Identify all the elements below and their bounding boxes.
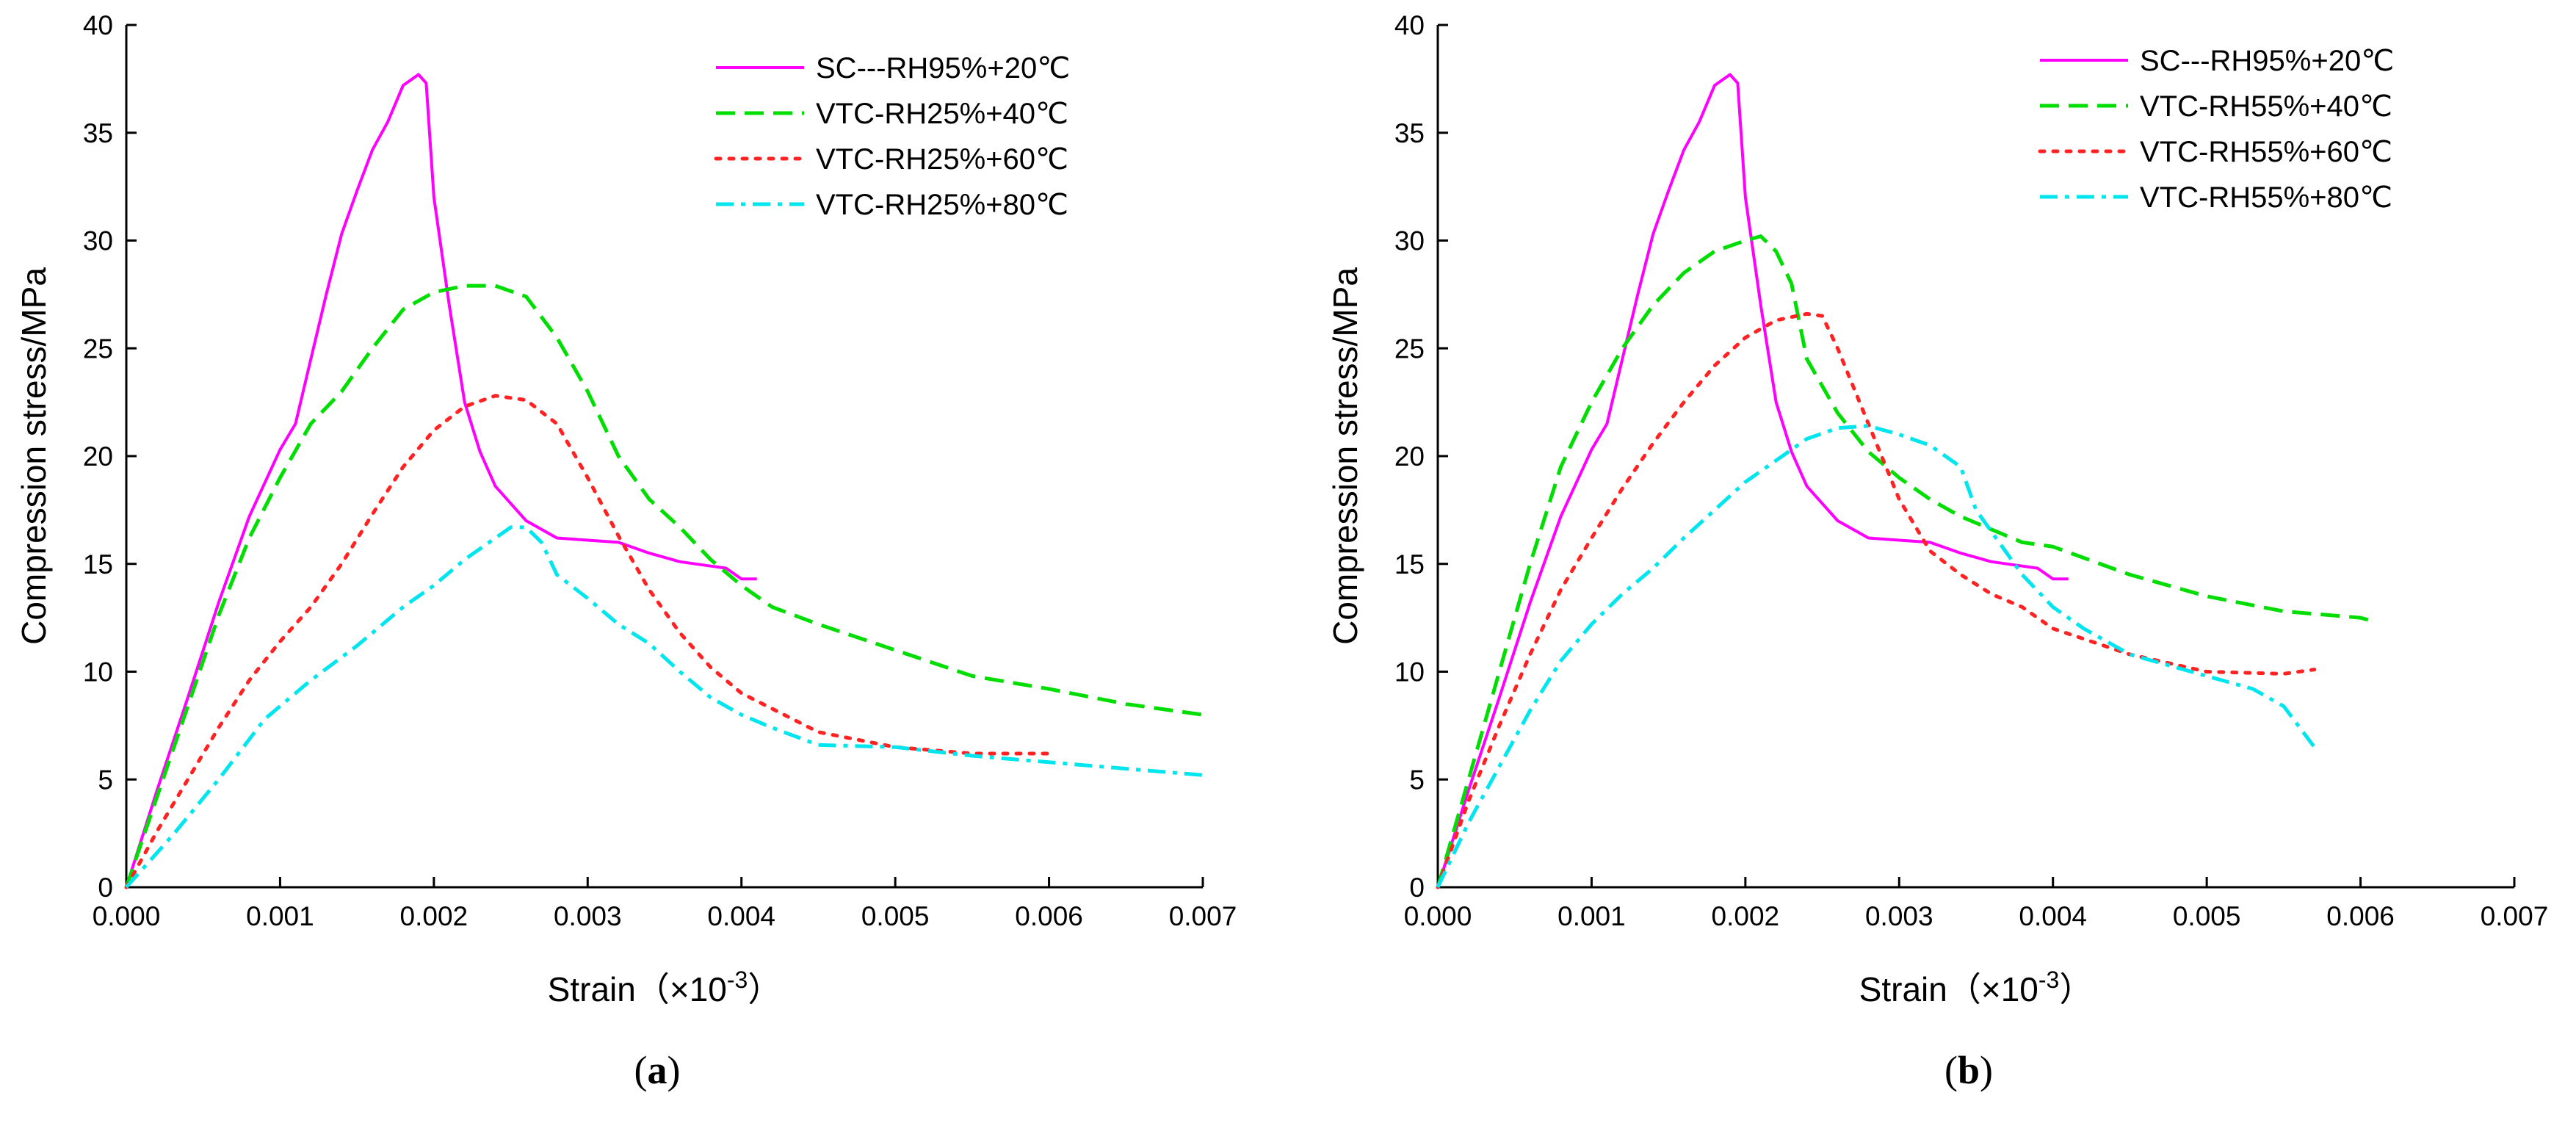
series-line-1: [125, 73, 757, 888]
panel-label-letter: a: [648, 1048, 667, 1092]
y-tick-label: 5: [98, 765, 113, 795]
legend-label: VTC-RH25%+40℃: [816, 98, 1068, 130]
series-line-1: [1436, 73, 2069, 888]
legend-label: VTC-RH25%+60℃: [816, 143, 1068, 176]
panel-label-letter: b: [1958, 1048, 1980, 1092]
x-tick-label: 0.007: [2481, 901, 2549, 931]
y-tick-label: 35: [83, 118, 113, 148]
chart-panel-b: 0 5 10 15 20 25 30 35 40 0.000 0.001 0.002 0.003 0.00…: [1326, 10, 2548, 1092]
x-tick-label: 0.004: [2019, 901, 2087, 931]
x-tick-label: 0.002: [400, 901, 468, 931]
legend-label: VTC-RH55%+80℃: [2140, 181, 2392, 214]
y-axis-title: Compression stress/MPa: [1326, 267, 1364, 645]
y-tick-label: 0: [1409, 873, 1425, 903]
y-tick-label: 10: [83, 657, 113, 687]
series-line-2: [1436, 234, 2377, 888]
legend-label: VTC-RH25%+80℃: [816, 189, 1068, 221]
series-line-4: [1436, 424, 2316, 889]
x-axis-title-main: Strain（×10: [548, 970, 727, 1008]
y-tick-label: 20: [1394, 441, 1425, 472]
y-tick-label: 15: [1394, 549, 1425, 579]
y-tick-label: 30: [83, 226, 113, 256]
x-tick-label: 0.005: [861, 901, 930, 931]
y-tick-label: 25: [83, 333, 113, 364]
y-tick-label: 35: [1394, 118, 1425, 148]
x-axis-title-exponent: -3: [2038, 967, 2059, 993]
y-tick-label: 10: [1394, 657, 1425, 687]
x-tick-label: 0.003: [554, 901, 622, 931]
y-tick-label: 15: [83, 549, 113, 579]
series-line-3: [124, 394, 1052, 889]
x-axis-title: Strain（×10-3）: [1859, 967, 2094, 1008]
y-tick-label: 30: [1394, 226, 1425, 256]
series-line-3: [1436, 311, 2317, 889]
x-tick-label: 0.006: [2326, 901, 2395, 931]
x-axis-title: Strain（×10-3）: [548, 967, 782, 1008]
x-tick-label: 0.000: [1404, 901, 1472, 931]
legend-label: SC---RH95%+20℃: [2140, 45, 2394, 77]
x-tick-label: 0.002: [1712, 901, 1780, 931]
x-tick-label: 0.000: [93, 901, 161, 931]
chart-panel-a: 0 5 10 15 20 25 30 35 40 0.000 0.001 0.002 0.003 0.00…: [15, 10, 1237, 1092]
y-tick-label: 40: [83, 10, 113, 40]
y-tick-label: 40: [1394, 10, 1425, 40]
panel-label: (b): [1944, 1048, 1993, 1092]
y-tick-label: 5: [1409, 765, 1425, 795]
x-axis-title-close: ）: [2059, 970, 2093, 1008]
legend-label: VTC-RH55%+60℃: [2140, 136, 2392, 168]
x-tick-label: 0.004: [707, 901, 775, 931]
y-tick-label: 0: [98, 873, 113, 903]
x-tick-label: 0.005: [2173, 901, 2241, 931]
legend-label: SC---RH95%+20℃: [816, 52, 1070, 84]
y-axis-title: Compression stress/MPa: [15, 267, 53, 645]
x-tick-label: 0.001: [1557, 901, 1626, 931]
panel-label: (a): [634, 1048, 681, 1092]
series-line-4: [125, 525, 1204, 889]
y-tick-label: 20: [83, 441, 113, 472]
legend-label: VTC-RH55%+40℃: [2140, 90, 2392, 123]
series-line-2: [124, 284, 1204, 888]
x-tick-label: 0.007: [1169, 901, 1237, 931]
x-axis-title-main: Strain（×10: [1859, 970, 2038, 1008]
x-tick-label: 0.001: [246, 901, 314, 931]
x-axis-title-exponent: -3: [727, 967, 748, 993]
x-axis-title-close: ）: [748, 970, 781, 1008]
x-tick-label: 0.006: [1015, 901, 1083, 931]
y-tick-label: 25: [1394, 333, 1425, 364]
x-tick-label: 0.003: [1865, 901, 1933, 931]
